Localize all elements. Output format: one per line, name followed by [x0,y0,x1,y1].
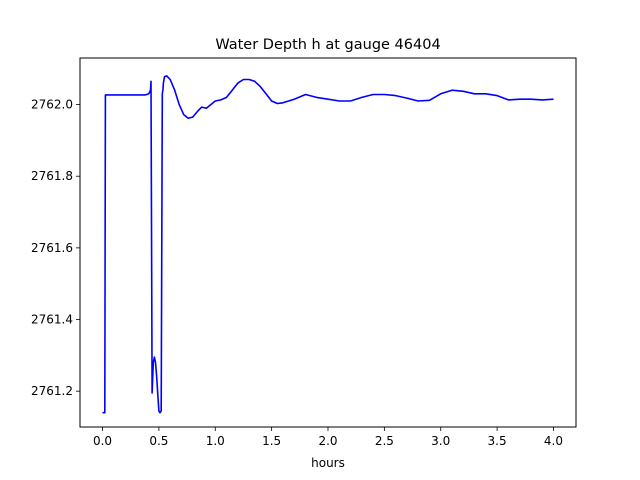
x-tick-label: 0.0 [93,434,112,448]
x-tick-label: 3.5 [488,434,507,448]
y-tick-label: 2761.6 [31,241,73,255]
x-tick-label: 0.5 [149,434,168,448]
y-axis: 2761.2 2761.4 2761.6 2761.8 2762.0 [31,98,80,398]
x-tick-label: 3.0 [431,434,450,448]
x-tick-label: 2.0 [318,434,337,448]
y-tick-label: 2761.2 [31,384,73,398]
series-line [102,75,554,414]
x-axis-label: hours [311,456,345,470]
x-tick-label: 4.0 [544,434,563,448]
y-tick-label: 2761.4 [31,313,73,327]
y-tick-label: 2762.0 [31,98,73,112]
x-tick-label: 1.5 [262,434,281,448]
y-tick-label: 2761.8 [31,169,73,183]
x-tick-label: 2.5 [375,434,394,448]
chart-title: Water Depth h at gauge 46404 [215,37,440,53]
x-tick-label: 1.0 [206,434,225,448]
x-axis: 0.0 0.5 1.0 1.5 2.0 2.5 3.0 3.5 4.0 [93,427,563,448]
